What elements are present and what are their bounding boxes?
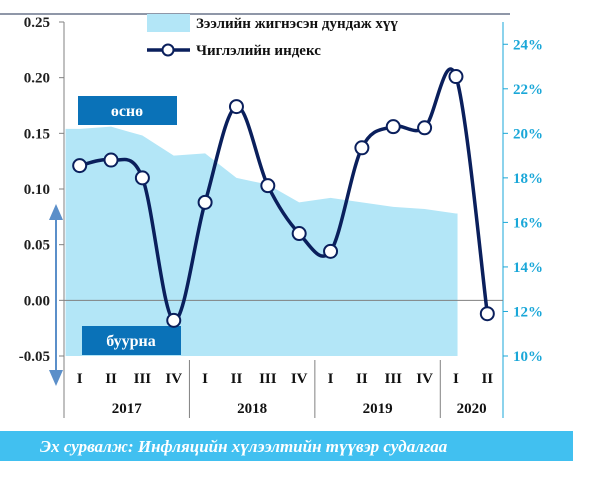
legend-area-label: Зээлийн жигнэсэн дундаж хүү — [196, 16, 398, 32]
line-point — [417, 120, 433, 136]
source-text: Эх сурвалж: Инфляцийн хүлээлтийн түүвэр … — [40, 437, 448, 456]
line-point — [197, 194, 213, 210]
line-series — [79, 67, 490, 323]
quarter-label: II — [481, 371, 493, 387]
line-point — [260, 178, 276, 194]
year-label: 2020 — [457, 401, 487, 417]
direction-arrow — [49, 204, 63, 386]
quarter-label: I — [202, 371, 208, 387]
down-badge: буурна — [82, 326, 181, 355]
right-tick-label: 24% — [513, 37, 543, 53]
x-ticks: I II III IV I II III IV I II III IV I II — [77, 371, 494, 387]
left-tick-label: 0.20 — [24, 71, 50, 87]
down-badge-label: буурна — [106, 333, 156, 350]
year-label: 2018 — [237, 401, 267, 417]
quarter-label: IV — [165, 371, 182, 387]
line-point — [291, 226, 307, 242]
quarter-label: III — [259, 371, 277, 387]
left-tick-label: 0.05 — [24, 238, 50, 254]
year-labels: 2017 2018 2019 2020 — [112, 360, 487, 418]
line-point — [228, 99, 244, 115]
quarter-label: IV — [291, 371, 308, 387]
line-point — [448, 69, 464, 85]
line-layer — [79, 67, 490, 323]
line-point — [166, 312, 182, 328]
area-series — [65, 126, 458, 356]
year-label: 2019 — [363, 401, 393, 417]
left-tick-label: 0.25 — [24, 15, 50, 31]
right-ticks: 24% 22% 20% 18% 16% 14% 12% 10% — [503, 37, 543, 365]
line-point — [479, 306, 495, 322]
left-tick-label: 0.15 — [24, 126, 50, 142]
left-tick-label: 0.00 — [24, 293, 50, 309]
right-tick-label: 12% — [513, 304, 543, 320]
quarter-label: I — [77, 371, 83, 387]
line-point — [385, 119, 401, 135]
quarter-label: IV — [416, 371, 433, 387]
legend-line-marker — [161, 43, 175, 57]
right-tick-label: 14% — [513, 260, 543, 276]
quarter-label: I — [453, 371, 459, 387]
year-label: 2017 — [112, 401, 143, 417]
left-tick-label: 0.10 — [24, 182, 50, 198]
quarter-label: III — [134, 371, 152, 387]
quarter-label: II — [231, 371, 243, 387]
marker-layer — [72, 69, 495, 328]
quarter-label: III — [384, 371, 402, 387]
quarter-label: II — [105, 371, 117, 387]
area-layer — [65, 126, 458, 356]
quarter-label: II — [356, 371, 368, 387]
up-badge-label: өснө — [111, 103, 143, 120]
legend: Зээлийн жигнэсэн дундаж хүү Чиглэлийн ин… — [147, 14, 398, 59]
line-point — [103, 152, 119, 168]
up-badge: өснө — [78, 96, 177, 125]
right-tick-label: 20% — [513, 126, 543, 142]
left-ticks: 0.25 0.20 0.15 0.10 0.05 0.00 -0.05 — [19, 15, 64, 365]
right-tick-label: 22% — [513, 82, 543, 98]
line-point — [323, 243, 339, 259]
source-bar — [0, 431, 573, 461]
right-tick-label: 10% — [513, 349, 543, 365]
right-tick-label: 16% — [513, 215, 543, 231]
line-point — [72, 158, 88, 174]
line-point — [134, 170, 150, 186]
legend-line-label: Чиглэлийн индекс — [196, 43, 321, 59]
left-tick-label: -0.05 — [19, 349, 50, 365]
right-tick-label: 18% — [513, 171, 543, 187]
line-point — [354, 140, 370, 156]
legend-area-swatch — [147, 14, 190, 32]
quarter-label: I — [328, 371, 334, 387]
